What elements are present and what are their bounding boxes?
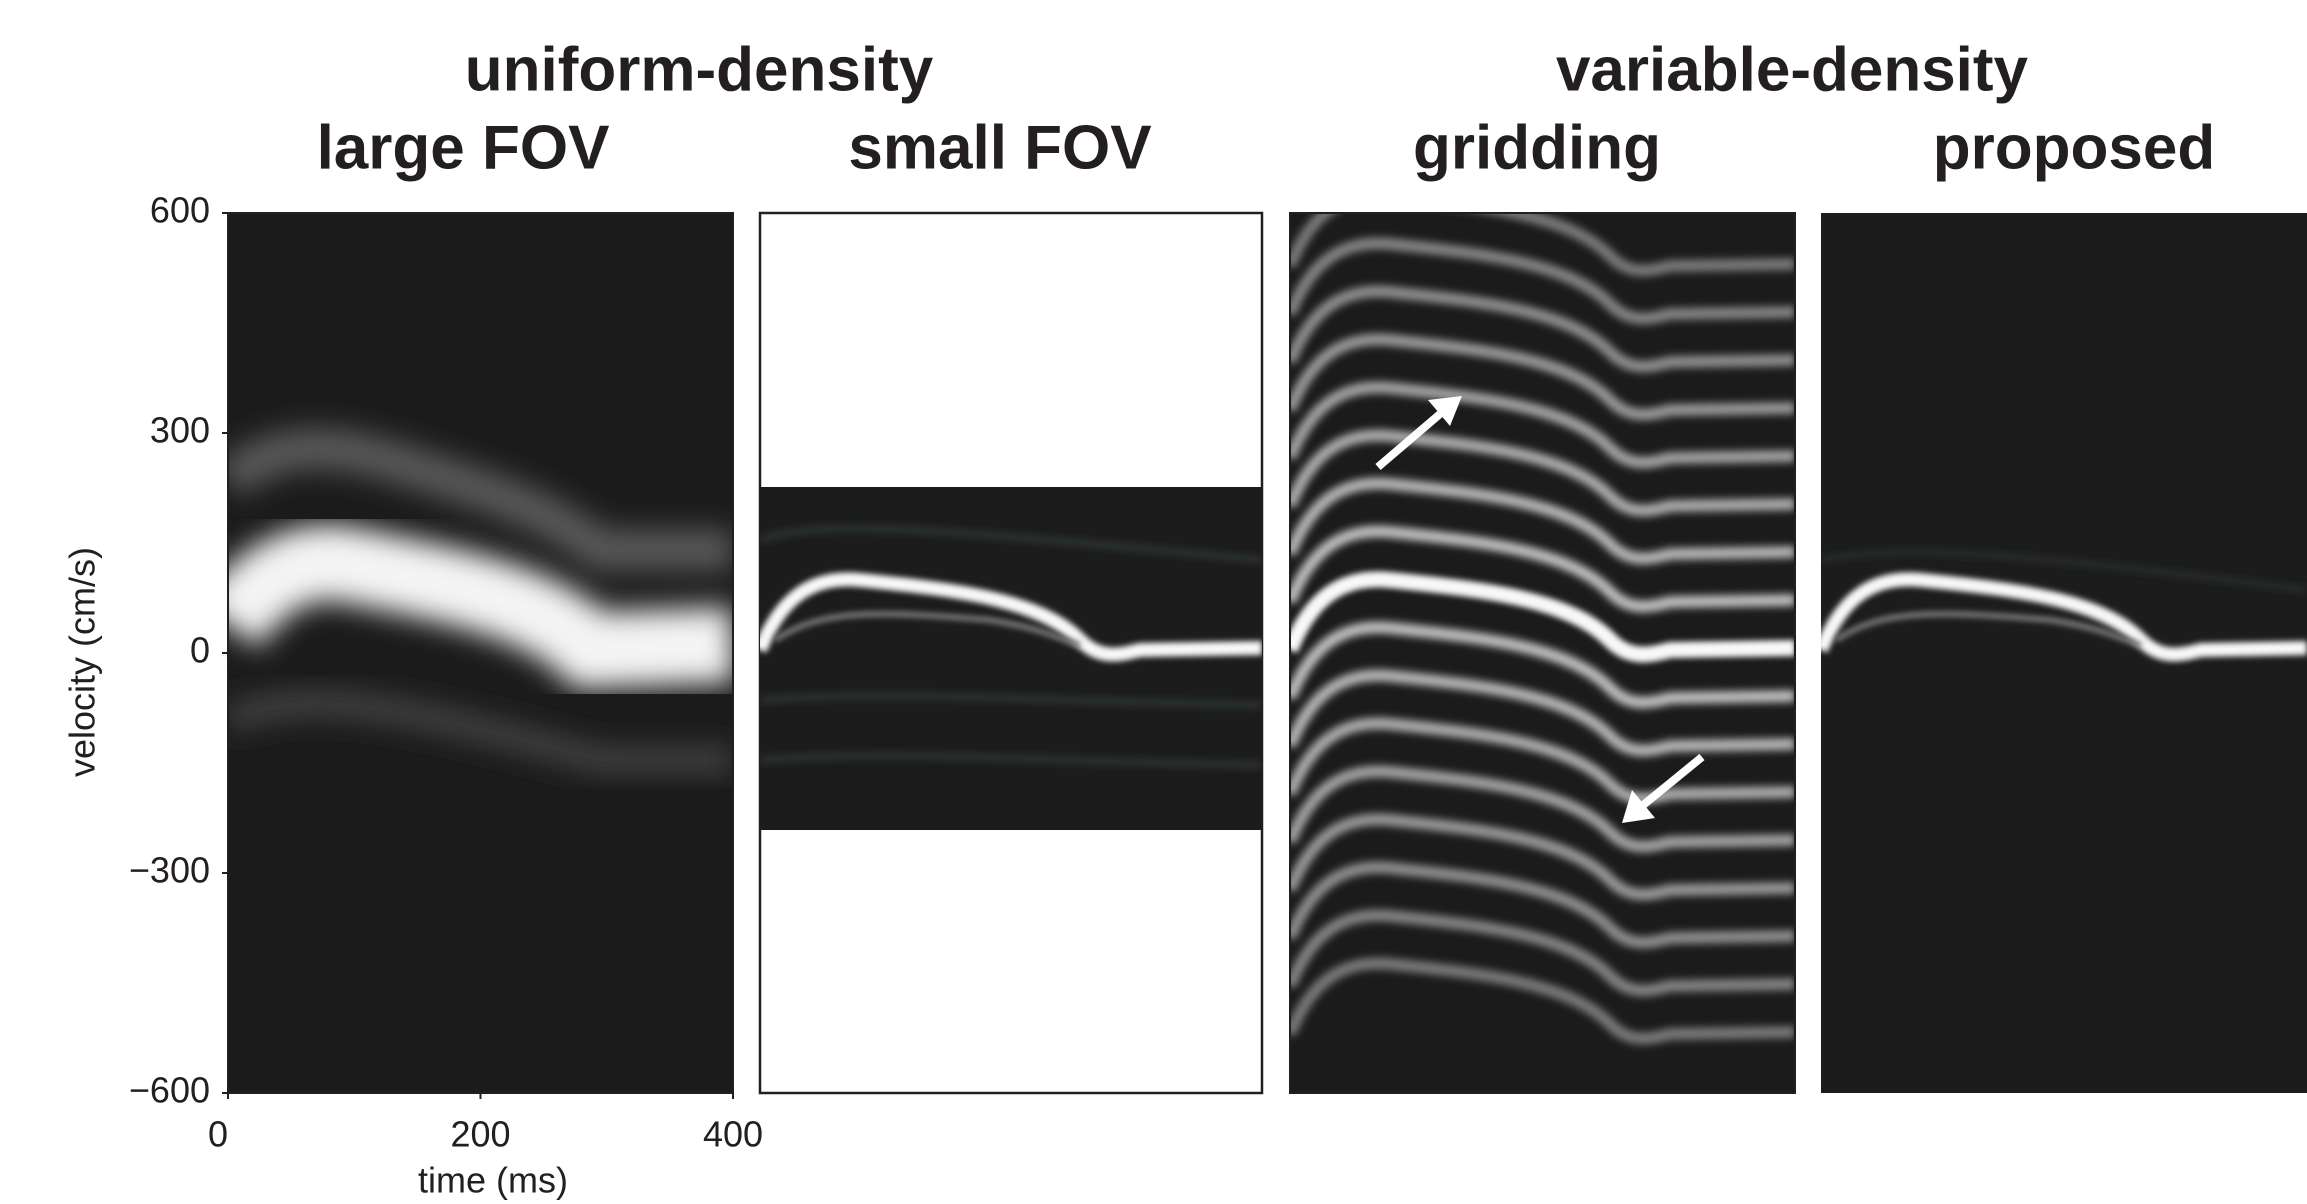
panel-image (1290, 213, 1795, 1093)
group-title: uniform-density (465, 35, 934, 104)
stripe (1290, 477, 1795, 565)
stripe (1290, 429, 1795, 517)
stripe (1290, 765, 1795, 853)
stripe (1290, 285, 1795, 373)
stripe (1290, 813, 1795, 901)
x-tick-label: 400 (703, 1114, 763, 1155)
stripe (1290, 909, 1795, 997)
stripe (1290, 525, 1795, 613)
stripe (1290, 237, 1795, 325)
x-tick-label: 200 (450, 1114, 510, 1155)
group-title: variable-density (1556, 35, 2029, 104)
panel-title: small FOV (848, 113, 1151, 182)
panel-image (760, 487, 1262, 830)
stripe (1290, 669, 1795, 757)
stripe (1290, 957, 1795, 1045)
panel-title: gridding (1413, 113, 1661, 182)
stripe (1290, 213, 1795, 277)
y-tick-label: −300 (129, 850, 210, 891)
x-tick-label: 0 (208, 1114, 228, 1155)
panel-title: large FOV (317, 113, 610, 182)
panel-image (1821, 213, 2307, 1093)
stripe (1290, 381, 1795, 469)
panel-title: proposed (1933, 113, 2215, 182)
y-axis-label: velocity (cm/s) (62, 547, 103, 777)
stripe (1290, 621, 1795, 709)
panel-image (228, 213, 733, 1093)
y-tick-label: −600 (129, 1070, 210, 1111)
y-tick-label: 300 (150, 410, 210, 451)
panel-frame (1289, 212, 1796, 1094)
y-tick-label: 600 (150, 190, 210, 231)
arrows (1375, 396, 1705, 823)
x-axis-label: time (ms) (418, 1160, 568, 1201)
stripe (1290, 333, 1795, 421)
y-tick-label: 0 (190, 630, 210, 671)
stripe (1290, 861, 1795, 949)
stripe (1290, 571, 1795, 663)
